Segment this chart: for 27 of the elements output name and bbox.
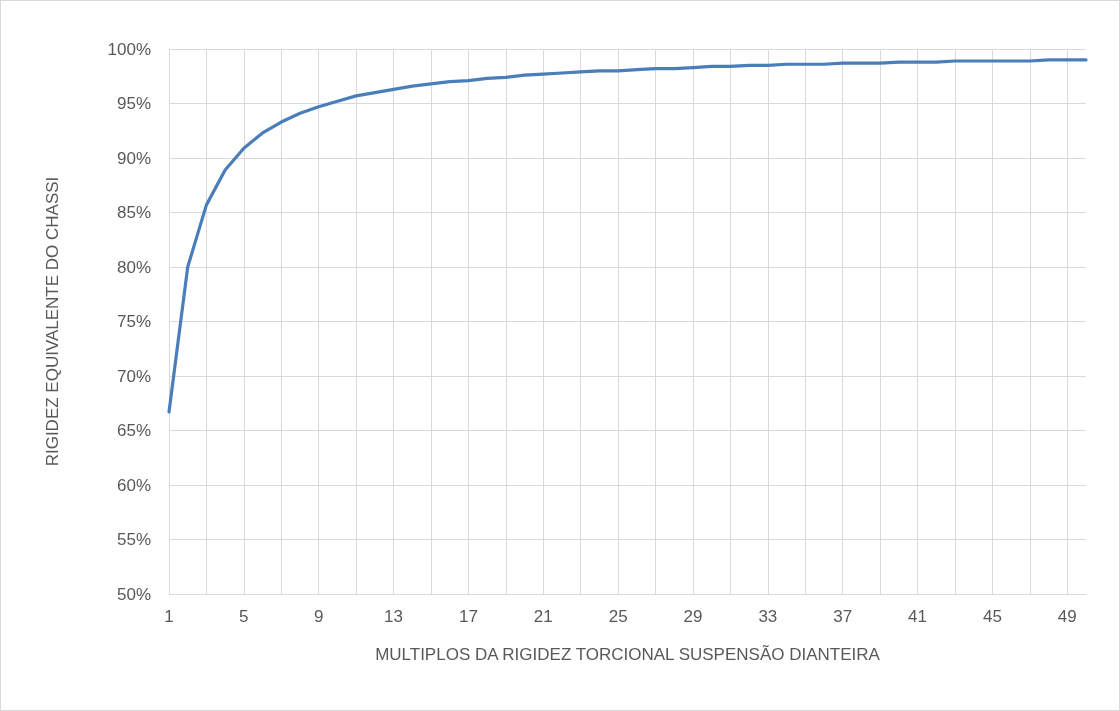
y-tick-label: 65% [116, 421, 151, 440]
y-axis-title: RIGIDEZ EQUIVALENTE DO CHASSI [43, 176, 62, 467]
x-tick-label: 29 [683, 607, 703, 626]
y-tick-label: 70% [116, 366, 151, 386]
y-tick-label: 80% [116, 257, 151, 277]
y-tick-label: 55% [116, 530, 151, 549]
x-tick-label: 5 [239, 607, 249, 626]
y-tick-label: 90% [116, 148, 151, 168]
line-series [167, 58, 1088, 414]
y-tick-label: 100% [107, 39, 151, 59]
x-tick-label: 49 [1057, 607, 1077, 626]
x-axis-title: MULTIPLOS DA RIGIDEZ TORCIONAL SUSPENSÃO DIANTEIRA [375, 645, 881, 664]
y-tick-label: 60% [116, 475, 151, 495]
x-tick-label: 13 [384, 607, 404, 626]
x-tick-label: 17 [458, 607, 478, 626]
x-tick-label: 21 [533, 607, 553, 626]
y-tick-label: 75% [116, 312, 151, 331]
y-tick-label: 85% [116, 203, 151, 222]
y-tick-label: 50% [116, 584, 151, 604]
x-tick-label: 1 [164, 607, 174, 626]
x-tick-label: 33 [758, 607, 778, 626]
x-tick-label: 9 [313, 607, 324, 626]
y-tick-label: 95% [116, 94, 151, 113]
x-tick-label: 25 [608, 607, 628, 626]
x-tick-label: 41 [908, 607, 928, 626]
x-tick-label: 37 [833, 607, 853, 626]
x-tick-label: 45 [982, 607, 1002, 626]
